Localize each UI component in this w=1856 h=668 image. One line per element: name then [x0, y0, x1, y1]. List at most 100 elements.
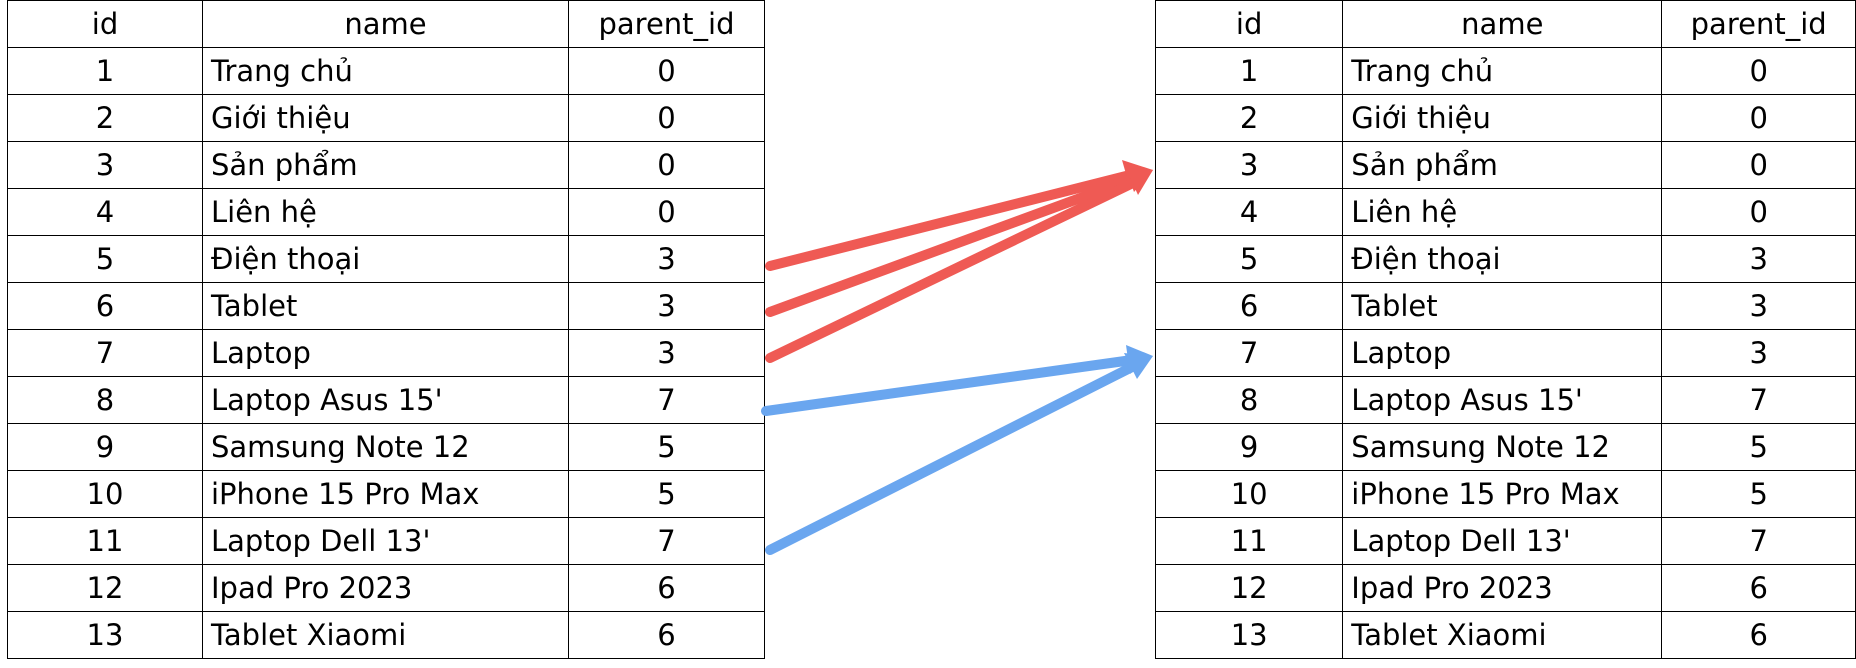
cell-name: Trang chủ [1342, 47, 1663, 95]
cell-name: Sản phẩm [1342, 141, 1663, 189]
cell-parent-id: 5 [1661, 423, 1856, 471]
cell-parent-id: 7 [1661, 376, 1856, 424]
cell-id: 12 [7, 564, 203, 612]
cell-id: 9 [7, 423, 203, 471]
table-row: 10 iPhone 15 Pro Max 5 [1154, 470, 1856, 518]
cell-name: Laptop Dell 13' [1342, 517, 1663, 565]
cell-name: iPhone 15 Pro Max [202, 470, 569, 518]
cell-name: Tablet Xiaomi [1342, 611, 1663, 659]
table-row: 3 Sản phẩm 0 [1154, 141, 1856, 189]
header-parent-id: parent_id [568, 0, 765, 48]
cell-parent-id: 5 [568, 423, 765, 471]
cell-id: 2 [7, 94, 203, 142]
cell-parent-id: 6 [1661, 611, 1856, 659]
header-id: id [7, 0, 203, 48]
cell-id: 3 [1154, 141, 1344, 189]
header-id: id [1154, 0, 1344, 48]
header-row: id name parent_id [7, 0, 765, 48]
table-row: 1 Trang chủ 0 [1154, 47, 1856, 95]
table-row: 9 Samsung Note 12 5 [7, 423, 765, 471]
arrow-row7-to-row3 [765, 168, 1153, 363]
arrow-row11-to-row7 [765, 353, 1153, 555]
cell-parent-id: 6 [568, 564, 765, 612]
cell-parent-id: 5 [1661, 470, 1856, 518]
cell-name: Tablet Xiaomi [202, 611, 569, 659]
table-row: 11 Laptop Dell 13' 7 [7, 517, 765, 565]
cell-id: 10 [7, 470, 203, 518]
cell-parent-id: 5 [568, 470, 765, 518]
cell-name: Ipad Pro 2023 [1342, 564, 1663, 612]
cell-parent-id: 0 [568, 188, 765, 236]
cell-name: Liên hệ [202, 188, 569, 236]
cell-id: 6 [7, 282, 203, 330]
table-row: 2 Giới thiệu 0 [1154, 94, 1856, 142]
table-row: 11 Laptop Dell 13' 7 [1154, 517, 1856, 565]
cell-id: 4 [1154, 188, 1344, 236]
cell-parent-id: 3 [568, 329, 765, 377]
header-parent-id: parent_id [1661, 0, 1856, 48]
table-row: 10 iPhone 15 Pro Max 5 [7, 470, 765, 518]
cell-name: Liên hệ [1342, 188, 1663, 236]
cell-id: 7 [7, 329, 203, 377]
cell-name: Tablet [202, 282, 569, 330]
cell-name: Laptop Dell 13' [202, 517, 569, 565]
table-row: 3 Sản phẩm 0 [7, 141, 765, 189]
cell-id: 6 [1154, 282, 1344, 330]
header-name: name [1342, 0, 1663, 48]
cell-name: Ipad Pro 2023 [202, 564, 569, 612]
cell-id: 1 [7, 47, 203, 95]
cell-id: 9 [1154, 423, 1344, 471]
arrow-row8-to-row7 [761, 345, 1153, 416]
cell-name: Samsung Note 12 [202, 423, 569, 471]
cell-id: 13 [7, 611, 203, 659]
cell-name: Laptop Asus 15' [202, 376, 569, 424]
table-row: 7 Laptop 3 [7, 329, 765, 377]
cell-name: Giới thiệu [202, 94, 569, 142]
cell-id: 8 [7, 376, 203, 424]
cell-parent-id: 7 [1661, 517, 1856, 565]
cell-name: Điện thoại [1342, 235, 1663, 283]
table-row: 13 Tablet Xiaomi 6 [1154, 611, 1856, 659]
table-row: 6 Tablet 3 [7, 282, 765, 330]
cell-parent-id: 0 [1661, 94, 1856, 142]
cell-name: Sản phẩm [202, 141, 569, 189]
cell-name: Trang chủ [202, 47, 569, 95]
table-row: 9 Samsung Note 12 5 [1154, 423, 1856, 471]
cell-id: 8 [1154, 376, 1344, 424]
cell-parent-id: 6 [1661, 564, 1856, 612]
cell-name: Laptop [1342, 329, 1663, 377]
cell-parent-id: 0 [568, 47, 765, 95]
table-row: 6 Tablet 3 [1154, 282, 1856, 330]
cell-id: 11 [1154, 517, 1344, 565]
table-row: 1 Trang chủ 0 [7, 47, 765, 95]
cell-parent-id: 0 [1661, 141, 1856, 189]
cell-parent-id: 3 [568, 282, 765, 330]
cell-id: 12 [1154, 564, 1344, 612]
arrow-row5-to-row3 [765, 160, 1153, 271]
right-table: id name parent_id 1 Trang chủ 0 2 Giới t… [1154, 0, 1856, 659]
cell-parent-id: 7 [568, 376, 765, 424]
cell-id: 11 [7, 517, 203, 565]
left-table: id name parent_id 1 Trang chủ 0 2 Giới t… [7, 0, 765, 659]
table-row: 13 Tablet Xiaomi 6 [7, 611, 765, 659]
cell-name: Giới thiệu [1342, 94, 1663, 142]
arrow-row6-to-row3 [765, 164, 1153, 317]
cell-id: 4 [7, 188, 203, 236]
table-row: 8 Laptop Asus 15' 7 [1154, 376, 1856, 424]
table-row: 4 Liên hệ 0 [7, 188, 765, 236]
table-row: 5 Điện thoại 3 [1154, 235, 1856, 283]
cell-id: 5 [1154, 235, 1344, 283]
cell-parent-id: 0 [568, 141, 765, 189]
cell-id: 10 [1154, 470, 1344, 518]
cell-id: 7 [1154, 329, 1344, 377]
cell-name: Điện thoại [202, 235, 569, 283]
table-row: 12 Ipad Pro 2023 6 [7, 564, 765, 612]
header-name: name [202, 0, 569, 48]
table-row: 5 Điện thoại 3 [7, 235, 765, 283]
cell-id: 13 [1154, 611, 1344, 659]
cell-parent-id: 0 [568, 94, 765, 142]
header-row: id name parent_id [1154, 0, 1856, 48]
table-row: 4 Liên hệ 0 [1154, 188, 1856, 236]
cell-parent-id: 0 [1661, 47, 1856, 95]
cell-parent-id: 6 [568, 611, 765, 659]
